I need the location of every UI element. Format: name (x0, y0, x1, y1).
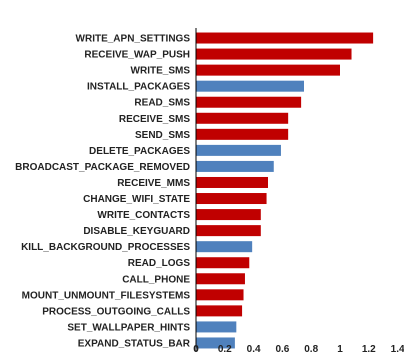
bar-send-sms (196, 128, 289, 140)
category-label: DISABLE_KEYGUARD (83, 226, 190, 237)
bar-receive-wap-push (196, 48, 352, 60)
category-label: PROCESS_OUTGOING_CALLS (42, 306, 190, 317)
x-tick-label: 1.4 (391, 344, 404, 355)
category-label: WRITE_APN_SETTINGS (76, 34, 191, 45)
category-label: CALL_PHONE (122, 274, 190, 285)
category-label: KILL_BACKGROUND_PROCESSES (21, 242, 190, 253)
bar-write-contacts (196, 209, 261, 221)
bar-disable-keyguard (196, 225, 261, 237)
x-tick-label: 1 (337, 344, 343, 355)
category-label: SET_WALLPAPER_HINTS (67, 322, 190, 333)
category-label: RECEIVE_SMS (119, 114, 190, 125)
bar-call-phone (196, 273, 245, 285)
bar-receive-sms (196, 112, 289, 124)
category-label: RECEIVE_WAP_PUSH (84, 50, 190, 61)
category-label: WRITE_SMS (131, 66, 191, 77)
bar-change-wifi-state (196, 193, 267, 205)
bar-write-sms (196, 64, 340, 76)
x-tick-labels: 0 0.2 0.4 0.6 0.8 1 1.2 1.4 (193, 344, 404, 355)
x-tick-label: 0 (193, 344, 199, 355)
category-label: INSTALL_PACKAGES (87, 82, 190, 93)
bar-receive-mms (196, 176, 268, 188)
bar-process-outgoing-calls (196, 305, 243, 317)
bar-install-packages (196, 80, 304, 92)
category-label: CHANGE_WIFI_STATE (83, 194, 190, 205)
bar-write-apn-settings (196, 32, 374, 44)
bar-expand-status-bar (196, 337, 235, 349)
bar-mount-unmount-filesystems (196, 289, 244, 301)
x-tick-label: 0.6 (275, 344, 289, 355)
bars-group (196, 32, 374, 349)
category-labels: WRITE_APN_SETTINGS RECEIVE_WAP_PUSH WRITE_… (15, 34, 191, 350)
bar-kill-background-processes (196, 241, 253, 253)
bar-set-wallpaper-hints (196, 321, 237, 333)
x-tick-label: 1.2 (362, 344, 376, 355)
bar-broadcast-package-removed (196, 160, 274, 172)
category-label: DELETE_PACKAGES (89, 146, 190, 157)
x-tick-label: 0.8 (304, 344, 318, 355)
x-tick-label: 0.2 (218, 344, 232, 355)
category-label: MOUNT_UNMOUNT_FILESYSTEMS (22, 290, 191, 301)
category-label: WRITE_CONTACTS (97, 210, 190, 221)
bar-read-sms (196, 96, 302, 108)
category-label: BROADCAST_PACKAGE_REMOVED (15, 162, 190, 173)
category-label: EXPAND_STATUS_BAR (78, 338, 191, 349)
x-tick-label: 0.4 (247, 344, 261, 355)
category-label: READ_LOGS (128, 258, 191, 269)
category-label: READ_SMS (134, 98, 190, 109)
category-label: SEND_SMS (135, 130, 190, 141)
bar-read-logs (196, 257, 250, 269)
bar-delete-packages (196, 144, 281, 156)
category-label: RECEIVE_MMS (117, 178, 190, 189)
